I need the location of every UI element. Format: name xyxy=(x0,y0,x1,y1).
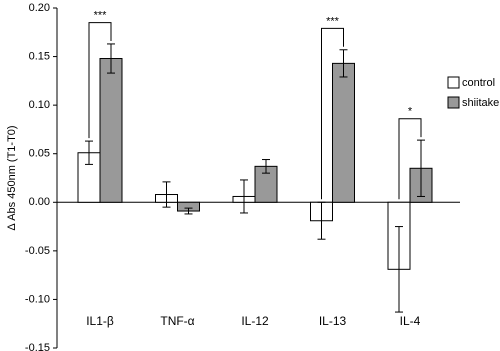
y-tick-label: 0.10 xyxy=(29,99,50,111)
legend-label: control xyxy=(462,77,495,89)
y-axis-label: Δ Abs 450nm (T1-T0) xyxy=(6,125,18,230)
x-tick-label: TNF-α xyxy=(160,314,194,328)
significance-bracket xyxy=(398,118,422,200)
significance-label: * xyxy=(408,106,413,118)
legend-label: shiitake xyxy=(462,97,499,109)
x-tick-label: IL-4 xyxy=(400,314,421,328)
significance-label: *** xyxy=(94,9,108,21)
y-tick-label: -0.05 xyxy=(25,245,50,257)
legend-swatch xyxy=(447,76,460,89)
x-tick-label: IL-13 xyxy=(319,314,347,328)
y-tick-label: 0.00 xyxy=(29,196,50,208)
y-tick-label: 0.15 xyxy=(29,50,50,62)
significance-bracket xyxy=(88,22,112,139)
y-tick-label: 0.20 xyxy=(29,2,50,14)
y-tick-label: -0.15 xyxy=(25,342,50,351)
legend-swatch xyxy=(447,96,460,109)
significance-bracket xyxy=(321,27,344,200)
y-tick-label: 0.05 xyxy=(29,148,50,160)
y-tick-label: -0.10 xyxy=(25,293,50,305)
significance-label: *** xyxy=(326,15,340,27)
x-tick-label: IL1-β xyxy=(86,314,114,328)
bar xyxy=(332,62,355,203)
bar xyxy=(99,58,123,203)
x-tick-label: IL-12 xyxy=(241,314,269,328)
